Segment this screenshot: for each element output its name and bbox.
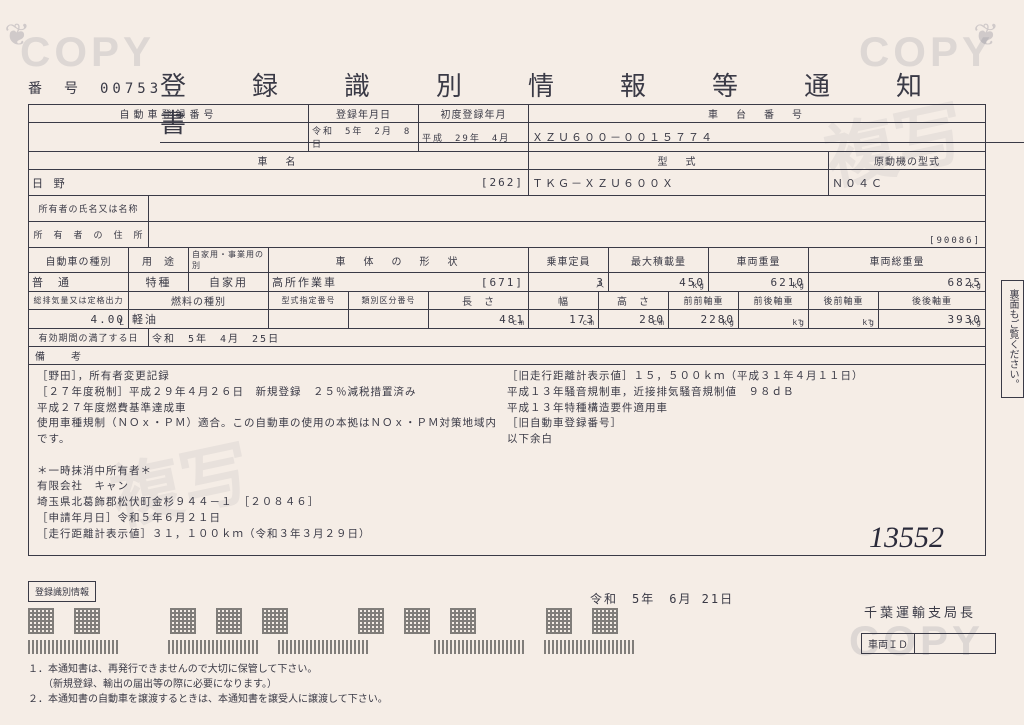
qr-code-icon	[358, 608, 384, 634]
hdr-first-reg: 初度登録年月	[419, 105, 529, 122]
hdr-len: 長 さ	[429, 292, 529, 309]
val-class: 普 通	[29, 273, 129, 291]
hdr-gross: 車両総重量	[809, 248, 985, 272]
hdr-ff: 前前軸重	[669, 292, 739, 309]
hdr-wid: 幅	[529, 292, 599, 309]
val-fuel: 軽油	[129, 310, 269, 328]
val-fr: -kg	[739, 310, 809, 328]
val-chassis: ＸＺＵ６００－００１５７７４	[529, 123, 985, 151]
val-expiry: 令和 5年 4月 25日	[149, 329, 985, 346]
hdr-cert: 型式指定番号	[269, 292, 349, 309]
qr-code-icon	[546, 608, 572, 634]
registration-table: 自動車登録番号 登録年月日 初度登録年月 車 台 番 号 令和 5年 2月 8日…	[28, 104, 986, 556]
barcode-icon	[544, 640, 634, 654]
val-engine: Ｎ０４Ｃ	[829, 170, 985, 195]
footer: 登録識別情報	[28, 581, 996, 707]
qr-code-icon	[262, 608, 288, 634]
qr-code-icon	[450, 608, 476, 634]
hdr-maker: 車 名	[29, 152, 529, 169]
qr-code-icon	[28, 608, 54, 634]
val-gross: 6825kg	[809, 273, 985, 291]
vehicle-id-box: 車両ＩＤ	[861, 633, 996, 654]
hdr-use: 用 途	[129, 248, 189, 272]
hdr-rf: 後前軸重	[809, 292, 879, 309]
hdr-remarks: 備 考	[29, 347, 985, 364]
val-maxload: 450kg	[609, 273, 709, 291]
remarks-body: ［野田］，所有者変更記録［２７年度税制］平成２９年４月２６日 新規登録 ２５％減…	[29, 365, 985, 555]
qr-code-icon	[216, 608, 242, 634]
qr-code-icon	[592, 608, 618, 634]
val-maker: 日 野 [262]	[29, 170, 529, 195]
document-number: 番 号 00753	[28, 78, 162, 98]
hdr-expiry: 有効期間の満了する日	[29, 329, 149, 346]
val-private: 自家用	[189, 273, 269, 291]
qr-code-icon	[74, 608, 100, 634]
hdr-model: 型 式	[529, 152, 829, 169]
val-owner-name	[149, 196, 985, 221]
hdr-rr: 後後軸重	[879, 292, 985, 309]
val-ff: 2280kg	[669, 310, 739, 328]
val-rf: -kg	[809, 310, 879, 328]
val-reg-date: 令和 5年 2月 8日	[309, 123, 419, 151]
hdr-disp: 総排気量又は定格出力	[29, 292, 129, 309]
val-reg-no	[29, 123, 309, 151]
hdr-engine: 原動機の型式	[829, 152, 985, 169]
val-rr: 3930kg	[879, 310, 985, 328]
barcode-icon	[28, 640, 118, 654]
corner-ornament: ❦	[974, 10, 1019, 55]
val-body: 高所作業車[671]	[269, 273, 529, 291]
hdr-classno: 類別区分番号	[349, 292, 429, 309]
hdr-chassis: 車 台 番 号	[529, 105, 985, 122]
barcode-icon	[278, 640, 368, 654]
val-cert	[269, 310, 349, 328]
hdr-owner-name: 所有者の氏名又は名称	[29, 196, 149, 221]
val-len: 481cm	[429, 310, 529, 328]
hdr-reg-date: 登録年月日	[309, 105, 419, 122]
val-weight: 6210kg	[709, 273, 809, 291]
hdr-fr: 前後軸重	[739, 292, 809, 309]
handwritten-number: 13552	[869, 521, 944, 555]
side-tab: 裏面もご覧ください。	[1001, 280, 1024, 398]
hdr-hei: 高 さ	[599, 292, 669, 309]
qr-label: 登録識別情報	[28, 581, 96, 602]
qr-code-icon	[170, 608, 196, 634]
hdr-maxload: 最大積載量	[609, 248, 709, 272]
hdr-owner-addr: 所 有 者 の 住 所	[29, 222, 149, 247]
footer-notes: １．本通知書は、再発行できませんので大切に保管して下さい。 （新規登録、輸出の届…	[28, 662, 996, 707]
hdr-fuel: 燃料の種別	[129, 292, 269, 309]
hdr-weight: 車両重量	[709, 248, 809, 272]
corner-ornament: ❦	[5, 10, 50, 55]
val-cap: 3人	[529, 273, 609, 291]
barcode-icon	[434, 640, 524, 654]
hdr-class: 自動車の種別	[29, 248, 129, 272]
val-use: 特種	[129, 273, 189, 291]
barcode-icon	[168, 640, 258, 654]
val-classno	[349, 310, 429, 328]
hdr-reg-no: 自動車登録番号	[29, 105, 309, 122]
val-disp: 4.00L	[29, 310, 129, 328]
val-first-reg: 平成 29年 4月	[419, 123, 529, 151]
val-model: ＴＫＧ－ＸＺＵ６００Ｘ	[529, 170, 829, 195]
val-owner-addr: [90086]	[149, 222, 985, 247]
hdr-body: 車 体 の 形 状	[269, 248, 529, 272]
hdr-private: 自家用・事業用の別	[189, 248, 269, 272]
qr-code-icon	[404, 608, 430, 634]
val-wid: 173cm	[529, 310, 599, 328]
hdr-cap: 乗車定員	[529, 248, 609, 272]
val-hei: 280cm	[599, 310, 669, 328]
